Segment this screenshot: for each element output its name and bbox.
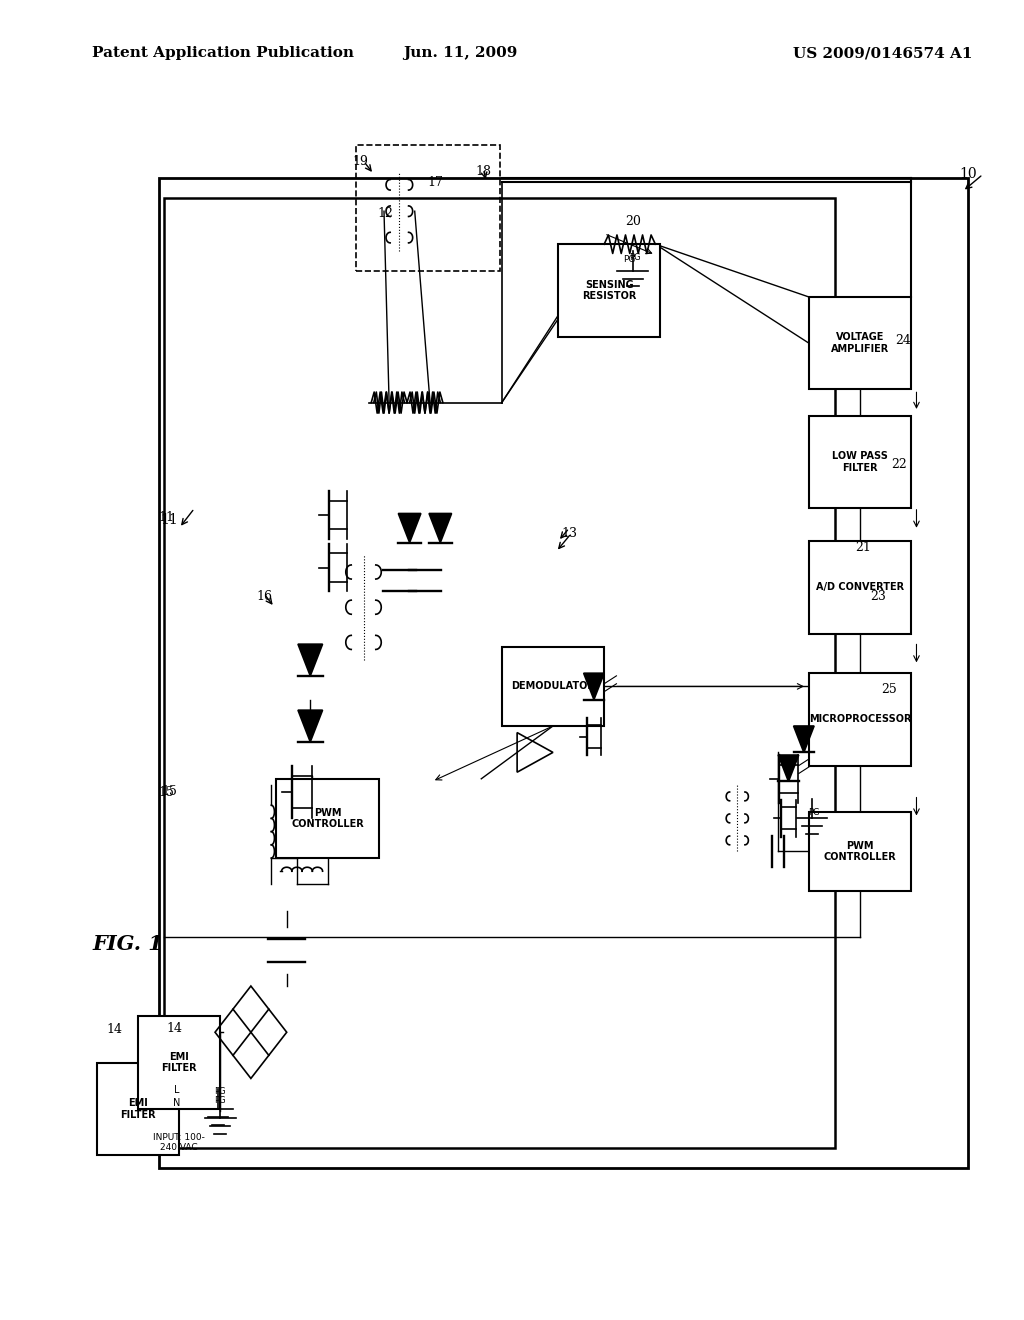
Text: 19: 19 — [352, 154, 369, 168]
Text: 23: 23 — [870, 590, 887, 603]
Text: MICROPROCESSOR: MICROPROCESSOR — [809, 714, 911, 725]
Text: 14: 14 — [166, 1022, 182, 1035]
Bar — [164, 198, 835, 1148]
Text: DEMODULATOR: DEMODULATOR — [511, 681, 595, 692]
Text: 11: 11 — [159, 511, 175, 524]
Text: PWM
CONTROLLER: PWM CONTROLLER — [291, 808, 365, 829]
Text: 16: 16 — [256, 590, 272, 603]
Polygon shape — [778, 755, 799, 781]
Bar — [138, 1016, 220, 1109]
Polygon shape — [429, 513, 452, 543]
Text: PG: PG — [214, 1086, 226, 1096]
Text: PWM
CONTROLLER: PWM CONTROLLER — [823, 841, 897, 862]
Text: 22: 22 — [891, 458, 907, 471]
Polygon shape — [398, 513, 421, 543]
Text: Jun. 11, 2009: Jun. 11, 2009 — [403, 46, 518, 61]
Text: 17: 17 — [427, 176, 443, 189]
Bar — [809, 812, 911, 891]
Text: 13: 13 — [561, 527, 578, 540]
Text: A/D CONVERTER: A/D CONVERTER — [816, 582, 904, 593]
Bar — [809, 541, 911, 634]
Text: Patent Application Publication: Patent Application Publication — [92, 46, 354, 61]
Text: 12: 12 — [377, 207, 393, 220]
Text: US 2009/0146574 A1: US 2009/0146574 A1 — [794, 46, 973, 61]
Text: VOLTAGE
AMPLIFIER: VOLTAGE AMPLIFIER — [831, 333, 889, 354]
Text: 25: 25 — [881, 682, 897, 696]
Text: 15: 15 — [161, 784, 177, 797]
Polygon shape — [794, 726, 814, 752]
Text: FIG. 1: FIG. 1 — [92, 933, 163, 954]
Text: LOW PASS
FILTER: LOW PASS FILTER — [833, 451, 888, 473]
Polygon shape — [584, 673, 604, 700]
Text: 24: 24 — [895, 334, 911, 347]
Bar — [809, 673, 911, 766]
Text: EMI
FILTER: EMI FILTER — [121, 1098, 156, 1119]
Text: 11: 11 — [160, 513, 178, 527]
Bar — [502, 647, 604, 726]
Text: PG: PG — [629, 253, 641, 263]
Text: L: L — [174, 1085, 180, 1096]
Bar — [276, 779, 379, 858]
Text: 20: 20 — [625, 215, 641, 228]
Text: 18: 18 — [475, 165, 492, 178]
Text: PG: PG — [808, 808, 820, 817]
Text: 21: 21 — [855, 541, 871, 554]
Text: EMI
FILTER: EMI FILTER — [162, 1052, 197, 1073]
Bar — [356, 145, 500, 271]
Text: INPUT: 100-
240 VAC: INPUT: 100- 240 VAC — [154, 1133, 205, 1152]
Bar — [159, 178, 968, 1168]
Text: PG: PG — [214, 1096, 226, 1105]
Text: 14: 14 — [106, 1023, 123, 1036]
Bar — [558, 244, 660, 337]
Text: N: N — [173, 1098, 181, 1109]
Bar — [809, 416, 911, 508]
Bar — [97, 1063, 179, 1155]
Bar — [809, 297, 911, 389]
Polygon shape — [298, 644, 323, 676]
Text: PG: PG — [624, 255, 636, 264]
Text: 10: 10 — [958, 168, 977, 181]
Polygon shape — [298, 710, 323, 742]
Text: 15: 15 — [158, 785, 174, 799]
Text: SENSING
RESISTOR: SENSING RESISTOR — [582, 280, 637, 301]
